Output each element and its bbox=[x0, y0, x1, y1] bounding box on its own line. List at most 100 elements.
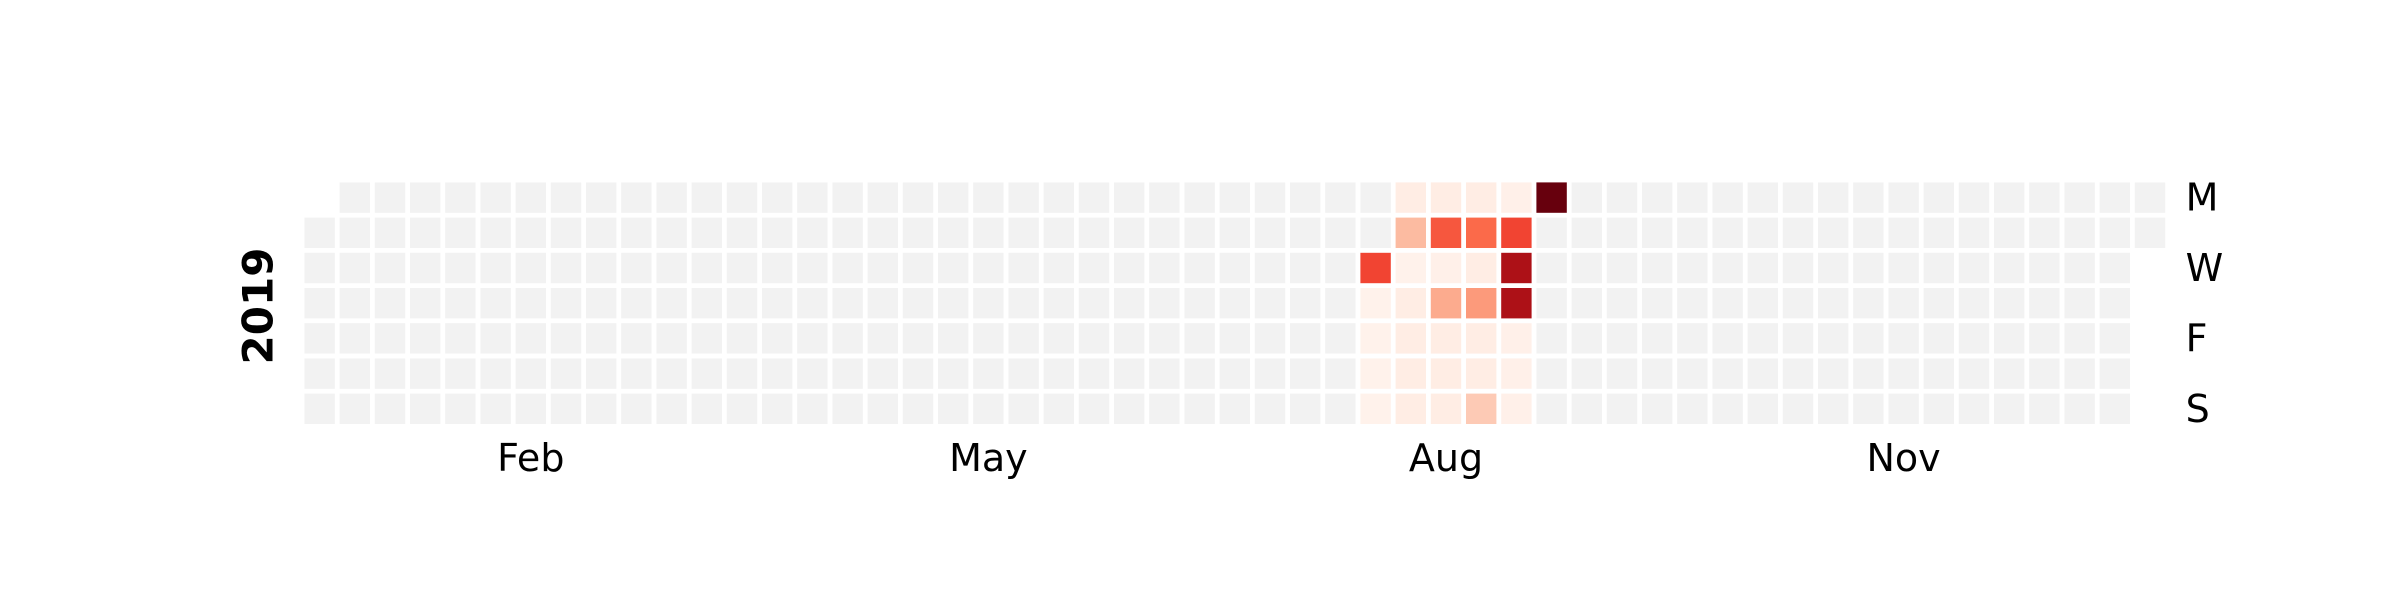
heatmap-cell-empty bbox=[550, 182, 582, 213]
weekday-tick-label: S bbox=[2186, 387, 2210, 431]
heatmap-cell-empty bbox=[480, 358, 511, 389]
heatmap-cell-empty bbox=[339, 323, 370, 354]
heatmap-cell-empty bbox=[1114, 252, 1145, 284]
heatmap-cell-empty bbox=[726, 358, 758, 389]
heatmap-cell-empty bbox=[374, 252, 406, 284]
heatmap-cell-empty bbox=[1712, 217, 1743, 248]
heatmap-cell-empty bbox=[1818, 288, 1849, 319]
heatmap-cell-empty bbox=[1254, 288, 1286, 319]
heatmap-cell-empty bbox=[726, 252, 758, 284]
heatmap-cell-empty bbox=[2064, 393, 2095, 424]
heatmap-cell-empty bbox=[1149, 182, 1180, 213]
heatmap-cell-empty bbox=[867, 182, 898, 213]
heatmap-cell-empty bbox=[867, 288, 898, 319]
heatmap-cell-empty bbox=[304, 323, 335, 354]
heatmap-cell-empty bbox=[586, 358, 617, 389]
heatmap-cell-empty bbox=[1043, 252, 1074, 284]
heatmap-cell bbox=[1360, 393, 1391, 424]
heatmap-cell-empty bbox=[691, 182, 722, 213]
heatmap-cell-empty bbox=[1571, 288, 1602, 319]
heatmap-cell-empty bbox=[1818, 252, 1849, 284]
heatmap-cell-empty bbox=[621, 393, 652, 424]
heatmap-cell-empty bbox=[902, 358, 934, 389]
heatmap-cell-empty bbox=[2134, 217, 2166, 248]
heatmap-cell-empty bbox=[515, 288, 546, 319]
heatmap-cell-empty bbox=[1923, 252, 1954, 284]
heatmap-cell-empty bbox=[797, 323, 828, 354]
heatmap-cell-empty bbox=[656, 393, 687, 424]
heatmap-cell-empty bbox=[621, 182, 652, 213]
heatmap-cell-empty bbox=[1254, 252, 1286, 284]
heatmap-cell-empty bbox=[1114, 288, 1145, 319]
heatmap-cell bbox=[1395, 323, 1426, 354]
heatmap-cell-empty bbox=[410, 358, 441, 389]
month-tick-label: Nov bbox=[1867, 436, 1941, 480]
heatmap-cell-empty bbox=[726, 393, 758, 424]
heatmap-cell-empty bbox=[2099, 252, 2130, 284]
heatmap-cell-empty bbox=[691, 358, 722, 389]
heatmap-cell-empty bbox=[1853, 217, 1884, 248]
heatmap-cell-empty bbox=[832, 323, 863, 354]
heatmap-cell-empty bbox=[973, 182, 1004, 213]
heatmap-cell-empty bbox=[1923, 288, 1954, 319]
heatmap-cell-empty bbox=[1043, 358, 1074, 389]
heatmap-cell-empty bbox=[726, 323, 758, 354]
heatmap-cell-empty bbox=[1149, 288, 1180, 319]
heatmap-cell-empty bbox=[656, 288, 687, 319]
heatmap-cell-empty bbox=[656, 323, 687, 354]
heatmap-cell-empty bbox=[550, 393, 582, 424]
heatmap-cell-empty bbox=[1219, 252, 1250, 284]
heatmap-cell-empty bbox=[1536, 288, 1567, 319]
heatmap-cell-empty bbox=[797, 393, 828, 424]
heatmap-cell-empty bbox=[1853, 182, 1884, 213]
heatmap-cell-empty bbox=[2099, 393, 2130, 424]
heatmap-cell-empty bbox=[1149, 358, 1180, 389]
heatmap-cell-empty bbox=[1325, 217, 1356, 248]
heatmap-cell-empty bbox=[691, 288, 722, 319]
heatmap-cell-empty bbox=[1958, 182, 1990, 213]
heatmap-cell-empty bbox=[938, 182, 969, 213]
heatmap-cell bbox=[1430, 252, 1462, 284]
heatmap-cell-empty bbox=[1818, 182, 1849, 213]
heatmap-cell-empty bbox=[656, 358, 687, 389]
heatmap-cell bbox=[1430, 288, 1462, 319]
heatmap-cell-empty bbox=[1606, 393, 1638, 424]
heatmap-cell-empty bbox=[1325, 393, 1356, 424]
heatmap-cell-empty bbox=[691, 217, 722, 248]
month-tick-label: May bbox=[949, 436, 1028, 480]
heatmap-cell-empty bbox=[1958, 323, 1990, 354]
heatmap-cell bbox=[1466, 358, 1497, 389]
heatmap-cell-empty bbox=[1043, 393, 1074, 424]
heatmap-cell bbox=[1501, 358, 1532, 389]
heatmap-cell-empty bbox=[1923, 217, 1954, 248]
heatmap-cell-empty bbox=[1642, 393, 1673, 424]
heatmap-cell-empty bbox=[1184, 393, 1215, 424]
heatmap-cell bbox=[1501, 323, 1532, 354]
heatmap-cell-empty bbox=[1712, 288, 1743, 319]
heatmap-cell-empty bbox=[1677, 217, 1708, 248]
heatmap-cell-empty bbox=[515, 323, 546, 354]
heatmap-cell-empty bbox=[1958, 393, 1990, 424]
heatmap-cell bbox=[1466, 393, 1497, 424]
heatmap-cell-empty bbox=[973, 323, 1004, 354]
heatmap-cell-empty bbox=[1853, 288, 1884, 319]
heatmap-cell-empty bbox=[1677, 252, 1708, 284]
heatmap-cell-empty bbox=[1571, 217, 1602, 248]
heatmap-cell-empty bbox=[2029, 182, 2060, 213]
heatmap-cell-empty bbox=[1958, 217, 1990, 248]
heatmap-cell-empty bbox=[1149, 393, 1180, 424]
heatmap-cell bbox=[1360, 358, 1391, 389]
heatmap-cell-empty bbox=[1888, 217, 1919, 248]
heatmap-cell-empty bbox=[973, 393, 1004, 424]
heatmap-cell-empty bbox=[1184, 288, 1215, 319]
heatmap-cell-empty bbox=[1747, 323, 1778, 354]
heatmap-cell-empty bbox=[1254, 323, 1286, 354]
heatmap-cell-empty bbox=[550, 217, 582, 248]
heatmap-cell-empty bbox=[1853, 358, 1884, 389]
heatmap-cell bbox=[1430, 217, 1462, 248]
weekday-tick-label: W bbox=[2186, 246, 2224, 290]
heatmap-cell-empty bbox=[374, 217, 406, 248]
heatmap-cell-empty bbox=[797, 358, 828, 389]
heatmap-cell bbox=[1395, 182, 1426, 213]
heatmap-cell bbox=[1430, 323, 1462, 354]
